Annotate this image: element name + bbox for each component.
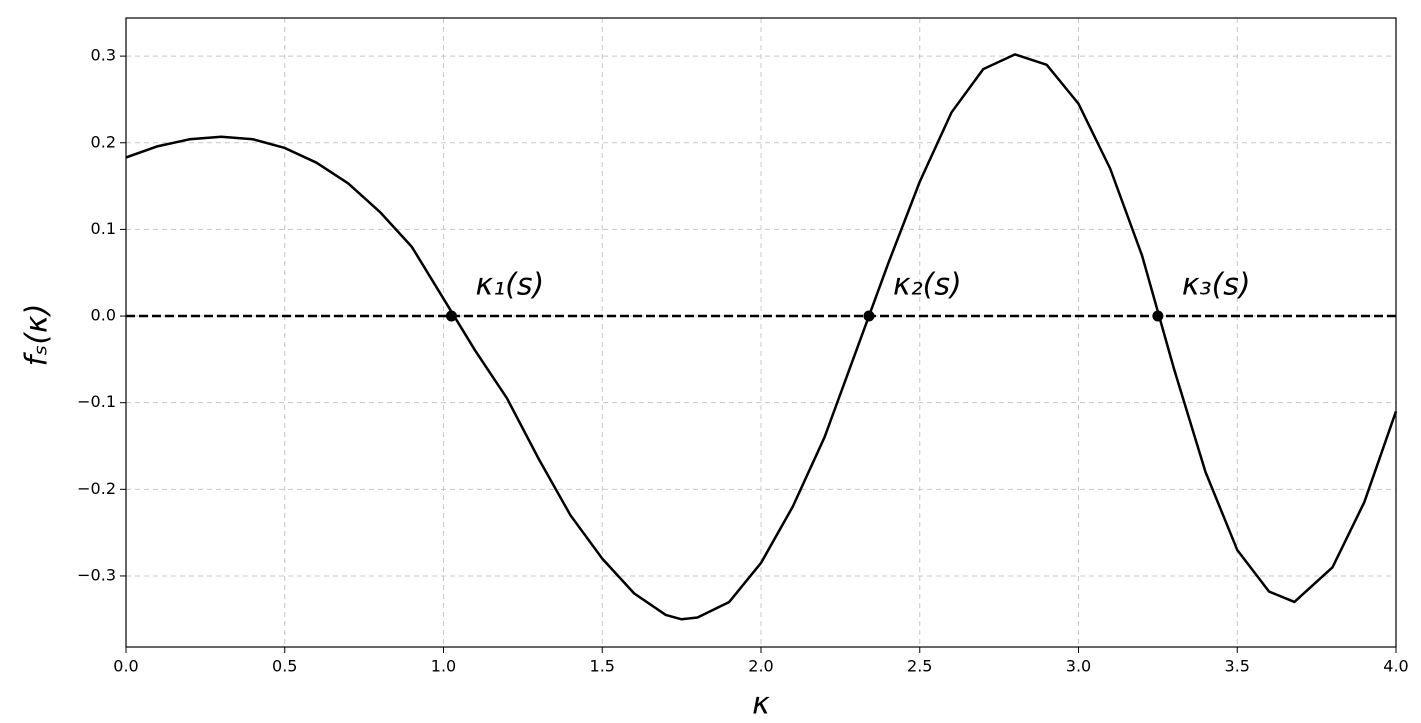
root-label: κ₂(s): [893, 268, 962, 303]
x-tick-label: 2.5: [907, 657, 932, 676]
y-tick-label: 0.0: [91, 306, 116, 325]
root-label: κ₁(s): [475, 268, 544, 303]
root-point: [863, 310, 875, 322]
x-tick-label: 1.0: [431, 657, 456, 676]
y-tick-label: 0.1: [91, 219, 116, 238]
root-point: [1152, 310, 1164, 322]
y-tick-label: 0.3: [91, 46, 116, 65]
x-tick-label: 0.0: [113, 657, 138, 676]
x-tick-label: 0.5: [272, 657, 297, 676]
x-tick-label: 1.5: [590, 657, 615, 676]
y-axis-label: fₛ(κ): [20, 304, 55, 367]
root-label: κ₃(s): [1182, 268, 1251, 303]
x-tick-label: 3.0: [1066, 657, 1091, 676]
x-tick-label: 4.0: [1383, 657, 1408, 676]
curve: [125, 53, 1398, 621]
x-tick-label: 3.5: [1225, 657, 1250, 676]
y-tick-label: −0.3: [77, 565, 116, 584]
x-tick-label: 2.0: [748, 657, 773, 676]
y-tick-label: 0.2: [91, 132, 116, 151]
y-tick-label: −0.2: [77, 479, 116, 498]
x-axis-label: κ: [752, 687, 770, 722]
root-point: [445, 310, 457, 322]
y-tick-label: −0.1: [77, 392, 116, 411]
plot-frame: [125, 17, 1397, 648]
